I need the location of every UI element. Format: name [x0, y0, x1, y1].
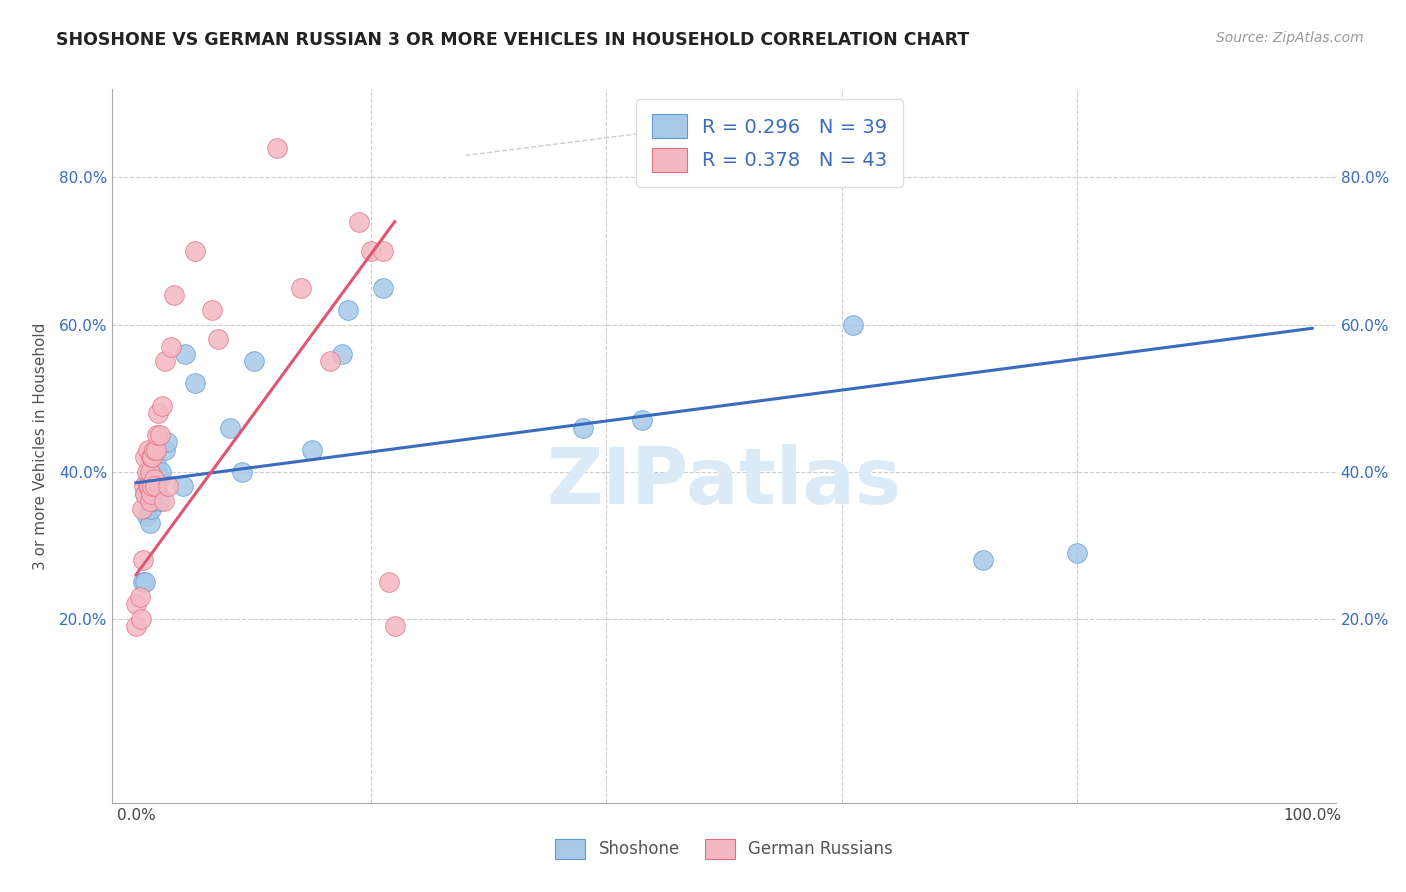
Point — [141, 487, 163, 501]
Point — [146, 465, 169, 479]
Point — [148, 406, 170, 420]
Point — [371, 244, 394, 258]
Point — [143, 472, 166, 486]
Point — [266, 141, 288, 155]
Point — [384, 619, 406, 633]
Point — [136, 472, 159, 486]
Point — [149, 465, 172, 479]
Point — [132, 575, 155, 590]
Point — [142, 442, 165, 457]
Point — [129, 612, 152, 626]
Point — [143, 479, 166, 493]
Point — [184, 244, 207, 258]
Point — [125, 619, 148, 633]
Point — [134, 450, 156, 464]
Point — [972, 553, 994, 567]
Point — [148, 428, 170, 442]
Point — [139, 516, 162, 531]
Point — [134, 487, 156, 501]
Point — [131, 501, 153, 516]
Point — [135, 508, 157, 523]
Point — [141, 450, 163, 464]
Point — [290, 281, 312, 295]
Point — [242, 354, 264, 368]
Point — [1066, 546, 1088, 560]
Point — [146, 472, 169, 486]
Point — [141, 479, 163, 493]
Point — [142, 494, 165, 508]
Point — [145, 458, 167, 472]
Point — [132, 553, 155, 567]
Point — [136, 479, 159, 493]
Point — [360, 244, 382, 258]
Point — [155, 435, 177, 450]
Point — [139, 465, 162, 479]
Point — [371, 281, 394, 295]
Point — [148, 472, 170, 486]
Point — [141, 450, 163, 464]
Text: SHOSHONE VS GERMAN RUSSIAN 3 OR MORE VEHICLES IN HOUSEHOLD CORRELATION CHART: SHOSHONE VS GERMAN RUSSIAN 3 OR MORE VEH… — [56, 31, 970, 49]
Point — [155, 442, 177, 457]
Point — [201, 302, 224, 317]
Point — [148, 487, 170, 501]
Point — [572, 420, 595, 434]
Point — [139, 494, 162, 508]
Point — [128, 590, 150, 604]
Point — [138, 479, 160, 493]
Point — [231, 465, 253, 479]
Y-axis label: 3 or more Vehicles in Household: 3 or more Vehicles in Household — [32, 322, 48, 570]
Point — [134, 575, 156, 590]
Point — [134, 487, 156, 501]
Point — [163, 288, 186, 302]
Point — [142, 472, 165, 486]
Point — [842, 318, 865, 332]
Point — [135, 465, 157, 479]
Point — [330, 347, 353, 361]
Point — [207, 332, 229, 346]
Point — [125, 597, 148, 611]
Point — [136, 442, 159, 457]
Point — [319, 354, 342, 368]
Point — [336, 302, 359, 317]
Text: ZIPatlas: ZIPatlas — [547, 443, 901, 520]
Point — [155, 354, 177, 368]
Point — [378, 575, 401, 590]
Point — [349, 214, 371, 228]
Point — [148, 494, 170, 508]
Point — [160, 340, 183, 354]
Point — [141, 479, 163, 493]
Point — [153, 494, 176, 508]
Point — [156, 479, 179, 493]
Point — [174, 347, 197, 361]
Point — [630, 413, 652, 427]
Point — [219, 420, 242, 434]
Point — [141, 501, 163, 516]
Point — [145, 442, 167, 457]
Point — [141, 487, 163, 501]
Point — [184, 376, 207, 391]
Point — [150, 399, 173, 413]
Point — [146, 428, 169, 442]
Point — [143, 479, 166, 493]
Point — [139, 465, 162, 479]
Point — [301, 442, 323, 457]
Point — [172, 479, 194, 493]
Point — [134, 479, 156, 493]
Legend: Shoshone, German Russians: Shoshone, German Russians — [548, 832, 900, 866]
Point — [142, 487, 165, 501]
Point — [136, 479, 159, 493]
Text: Source: ZipAtlas.com: Source: ZipAtlas.com — [1216, 31, 1364, 45]
